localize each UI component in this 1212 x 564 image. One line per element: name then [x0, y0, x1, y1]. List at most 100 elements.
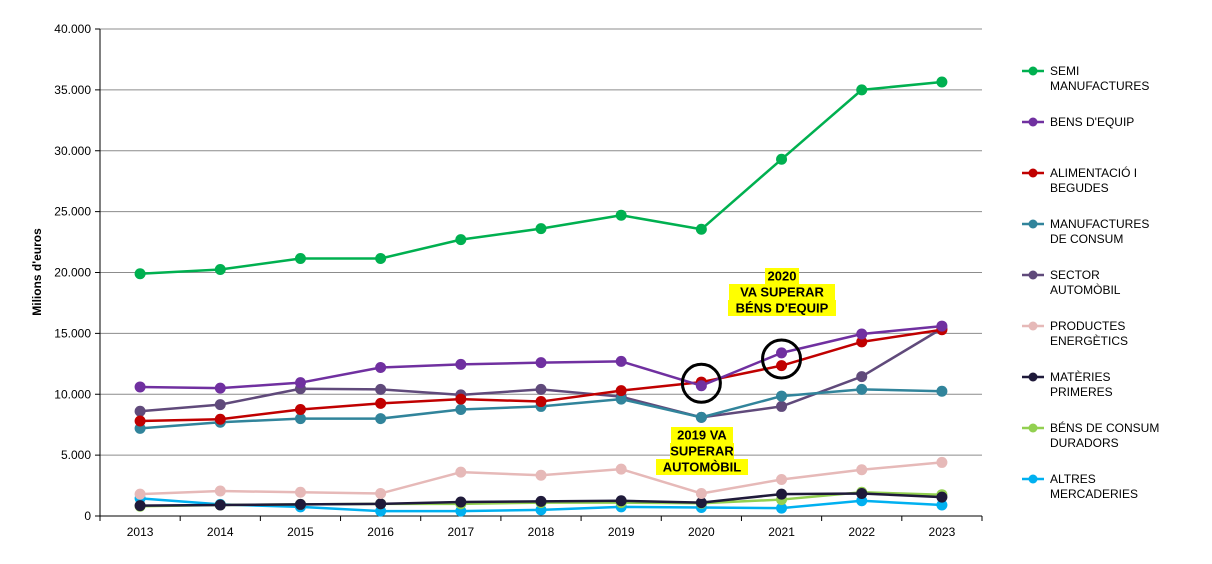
annotation-text: SUPERAR [670, 444, 734, 459]
data-point [455, 358, 467, 370]
data-point [455, 403, 467, 415]
data-point [134, 381, 146, 393]
data-point [214, 413, 226, 425]
y-tick-label: 10.000 [54, 387, 91, 401]
legend-label: SECTOR [1050, 268, 1100, 282]
legend-label: MANUFACTURES [1050, 79, 1149, 93]
legend-label: DURADORS [1050, 436, 1119, 450]
data-point [776, 347, 788, 359]
data-point [214, 382, 226, 394]
legend-label: BENS D'EQUIP [1050, 115, 1134, 129]
data-point [776, 153, 788, 165]
x-tick-label: 2022 [848, 525, 875, 539]
x-tick-label: 2019 [608, 525, 635, 539]
annotation-highlight [765, 268, 799, 284]
series-0 [134, 76, 948, 280]
data-point [294, 252, 306, 264]
data-point [214, 263, 226, 275]
data-point [455, 234, 467, 246]
data-point [936, 320, 948, 332]
data-point [214, 499, 226, 511]
data-point [375, 487, 387, 499]
annotation-highlight [670, 443, 734, 459]
y-tick-label: 5.000 [61, 448, 91, 462]
y-tick-label: 30.000 [54, 144, 91, 158]
data-point [776, 488, 788, 500]
data-point [134, 268, 146, 280]
data-point [856, 328, 868, 340]
series-lines [134, 76, 948, 517]
data-point [776, 473, 788, 485]
legend-swatch-marker [1028, 66, 1038, 76]
annotation-text: BÉNS D'EQUIP [736, 301, 829, 316]
data-point [615, 355, 627, 367]
legend-label: BEGUDES [1050, 181, 1109, 195]
y-tick-label: 35.000 [54, 83, 91, 97]
data-point [936, 76, 948, 88]
legend-label: ENERGÈTICS [1050, 333, 1128, 348]
x-tick-label: 2023 [929, 525, 956, 539]
x-tick-label: 2015 [287, 525, 314, 539]
series-line [140, 80, 943, 275]
x-tick-label: 2017 [447, 525, 474, 539]
data-point [695, 497, 707, 509]
legend-swatch-marker [1028, 270, 1038, 280]
data-point [615, 495, 627, 507]
highlight-ring [761, 338, 803, 380]
data-point [535, 383, 547, 395]
annotation-text: 2020 [768, 269, 797, 284]
data-point [375, 383, 387, 395]
gridlines [100, 28, 982, 456]
data-point [535, 357, 547, 369]
legend-label: PRIMERES [1050, 385, 1113, 399]
data-point [856, 84, 868, 96]
legend-label: BÉNS DE CONSUM [1050, 420, 1159, 435]
data-point [294, 377, 306, 389]
data-point [134, 500, 146, 512]
x-tick-label: 2020 [688, 525, 715, 539]
y-tick-label: 40.000 [54, 22, 91, 36]
data-point [375, 361, 387, 373]
legend-item-1: BENS D'EQUIP [1022, 115, 1134, 129]
data-point [615, 393, 627, 405]
data-point [856, 371, 868, 383]
legend-label: MATÈRIES [1050, 369, 1110, 384]
data-point [695, 380, 707, 392]
legend-swatch-marker [1028, 474, 1038, 484]
annotation-highlight [671, 427, 733, 443]
legend-swatch-marker [1028, 219, 1038, 229]
data-point [375, 252, 387, 264]
annotation-text: 2019 VA [677, 428, 727, 443]
legend-label: SEMI [1050, 64, 1079, 78]
data-point [856, 383, 868, 395]
data-point [615, 209, 627, 221]
annotation-text: AUTOMÒBIL [663, 460, 742, 475]
data-point [455, 466, 467, 478]
x-tick-label: 2014 [207, 525, 234, 539]
x-axis-ticks: 2013 2014 2015 2016 2017 2018 2019 2020 2021 2022… [99, 516, 983, 539]
legend-label: DE CONSUM [1050, 232, 1123, 246]
series-2 [134, 324, 948, 427]
x-tick-label: 2018 [528, 525, 555, 539]
data-point [856, 464, 868, 476]
y-axis-ticks: 0 5.000 10.000 15.000 20.000 25.000 30.000 35.0… [54, 22, 100, 523]
data-point [615, 385, 627, 397]
x-tick-label: 2013 [127, 525, 154, 539]
series-1 [134, 320, 948, 394]
x-tick-label: 2021 [768, 525, 795, 539]
data-point [776, 360, 788, 372]
highlight-ring [680, 362, 722, 404]
data-point [776, 390, 788, 402]
data-point [856, 487, 868, 499]
annotation-highlight [656, 459, 748, 475]
legend-swatch-marker [1028, 117, 1038, 127]
